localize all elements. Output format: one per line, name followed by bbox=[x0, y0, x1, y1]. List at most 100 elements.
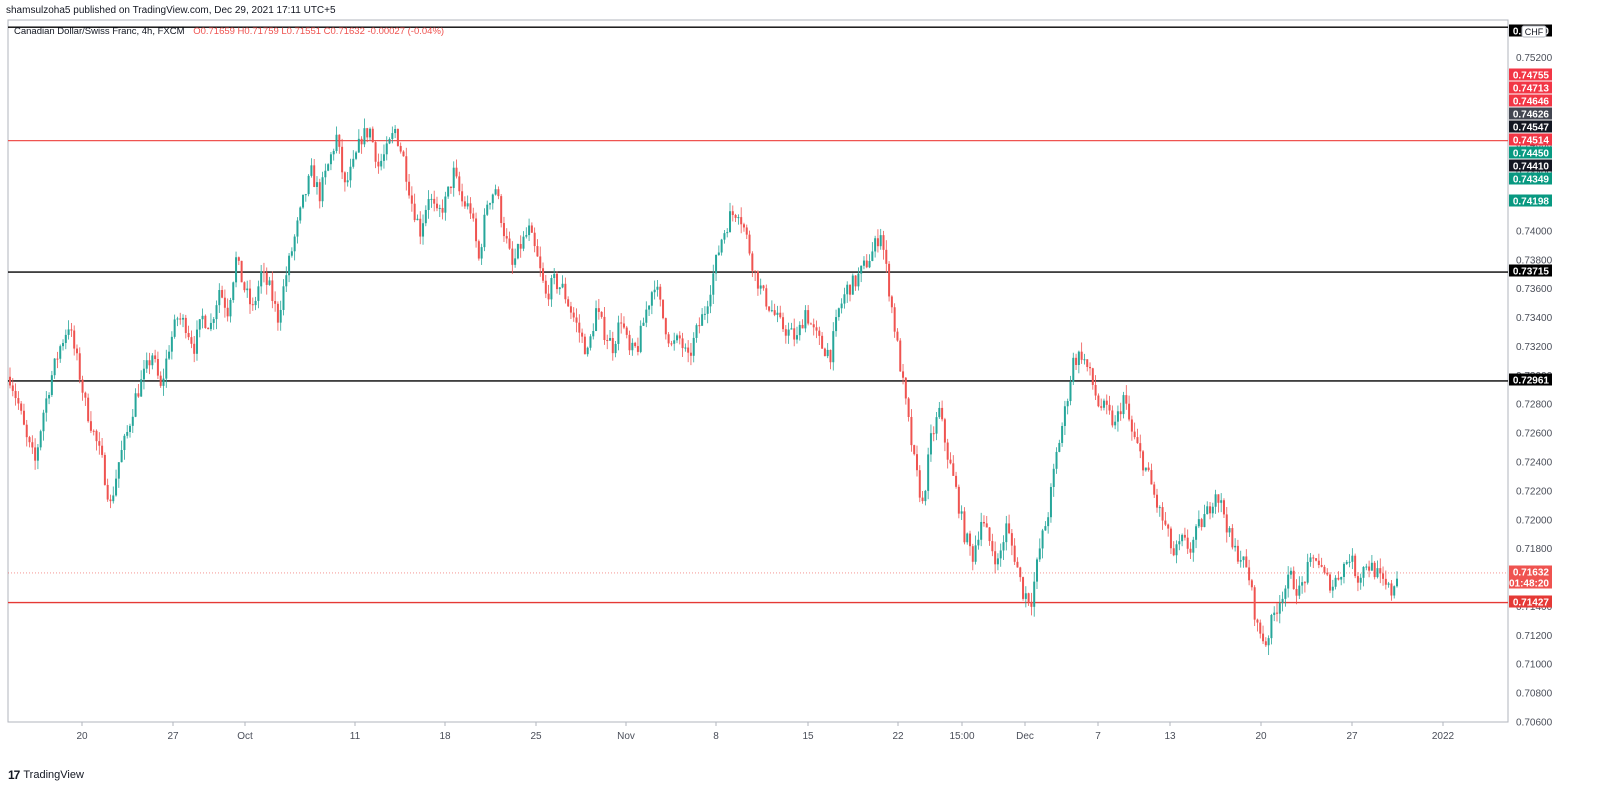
candle-body bbox=[472, 213, 475, 219]
candle-body bbox=[994, 551, 997, 565]
candle-body bbox=[1273, 612, 1276, 615]
candle-body bbox=[394, 129, 397, 134]
candle-body bbox=[662, 299, 665, 319]
candle-body bbox=[477, 241, 480, 259]
candle-body bbox=[357, 138, 360, 153]
candle-body bbox=[176, 318, 179, 320]
candle-body bbox=[673, 340, 676, 344]
candle-body bbox=[611, 338, 614, 354]
candle-body bbox=[137, 393, 140, 397]
candle-body bbox=[924, 490, 927, 502]
price-tag-label: 0.74450 bbox=[1513, 149, 1550, 160]
candle-body bbox=[533, 232, 536, 247]
candle-body bbox=[851, 275, 854, 295]
candle-body bbox=[1133, 431, 1136, 438]
candle-body bbox=[1047, 517, 1050, 527]
candle-body bbox=[87, 397, 90, 422]
candle-body bbox=[756, 271, 759, 289]
candle-body bbox=[285, 275, 288, 287]
candle-body bbox=[1236, 545, 1239, 562]
candle-body bbox=[168, 351, 171, 359]
candle-body bbox=[642, 322, 645, 326]
y-tick-label: 0.73200 bbox=[1516, 342, 1553, 353]
candle-body bbox=[50, 375, 53, 396]
candle-body bbox=[142, 368, 145, 380]
candle-body bbox=[313, 165, 316, 187]
candle-body bbox=[497, 189, 500, 197]
candle-body bbox=[469, 203, 472, 214]
candle-body bbox=[1396, 578, 1398, 587]
candle-body bbox=[977, 539, 980, 546]
candle-body bbox=[1301, 582, 1304, 586]
price-tag-label: 01:48:20 bbox=[1509, 579, 1549, 590]
candle-body bbox=[240, 260, 243, 283]
candle-body bbox=[675, 335, 678, 341]
candle-body bbox=[915, 454, 918, 471]
candle-body bbox=[179, 318, 182, 320]
candle-body bbox=[740, 217, 743, 225]
brand-label: TradingView bbox=[23, 769, 84, 781]
x-tick-label: 7 bbox=[1095, 731, 1101, 742]
candle-body bbox=[70, 329, 73, 331]
candle-body bbox=[207, 327, 210, 330]
candle-body bbox=[117, 462, 120, 479]
candle-body bbox=[73, 330, 76, 349]
candle-body bbox=[338, 134, 341, 147]
candle-body bbox=[402, 151, 405, 157]
candle-body bbox=[475, 218, 478, 242]
candle-body bbox=[140, 379, 143, 397]
candle-body bbox=[254, 300, 257, 306]
candle-body bbox=[1239, 560, 1242, 562]
candle-body bbox=[1136, 437, 1139, 444]
candle-body bbox=[770, 310, 773, 312]
candle-body bbox=[971, 546, 974, 562]
candle-body bbox=[748, 234, 751, 254]
candle-body bbox=[1278, 603, 1281, 614]
candle-body bbox=[307, 175, 310, 195]
candle-body bbox=[315, 182, 318, 187]
candle-body bbox=[706, 306, 709, 314]
candle-body bbox=[550, 278, 553, 300]
candle-body bbox=[1228, 528, 1231, 533]
candle-body bbox=[441, 207, 444, 213]
candle-body bbox=[282, 286, 285, 310]
candle-body bbox=[494, 189, 497, 195]
candle-body bbox=[1253, 587, 1256, 620]
candle-body bbox=[952, 463, 955, 476]
candle-body bbox=[709, 294, 712, 307]
candle-body bbox=[949, 459, 952, 464]
candle-body bbox=[985, 523, 988, 528]
price-tag-label: 0.73715 bbox=[1513, 267, 1550, 278]
candle-body bbox=[483, 214, 486, 248]
candle-body bbox=[218, 290, 221, 306]
candle-body bbox=[1189, 548, 1192, 553]
candle-body bbox=[1387, 583, 1390, 585]
candle-body bbox=[1384, 578, 1387, 585]
currency-badge bbox=[1521, 25, 1547, 38]
candle-body bbox=[1295, 589, 1298, 596]
price-tag bbox=[1509, 373, 1552, 386]
candle-body bbox=[1125, 395, 1128, 404]
candle-body bbox=[1030, 601, 1033, 607]
candle-body bbox=[466, 203, 469, 207]
candle-body bbox=[123, 435, 126, 450]
candle-body bbox=[586, 347, 589, 355]
candle-body bbox=[826, 349, 829, 357]
candle-body bbox=[1376, 568, 1379, 578]
candle-body bbox=[25, 424, 28, 438]
candle-body bbox=[1250, 580, 1253, 588]
candle-body bbox=[221, 290, 224, 298]
candle-body bbox=[583, 336, 586, 355]
candle-body bbox=[1150, 470, 1153, 485]
candle-body bbox=[296, 220, 299, 237]
candle-body bbox=[701, 314, 704, 326]
candle-body bbox=[692, 337, 695, 356]
candle-body bbox=[980, 521, 983, 540]
candle-body bbox=[1320, 565, 1323, 567]
candle-body bbox=[837, 308, 840, 318]
candle-body bbox=[865, 260, 868, 268]
candle-body bbox=[237, 257, 240, 261]
candle-body bbox=[572, 312, 575, 318]
candle-body bbox=[854, 275, 857, 287]
